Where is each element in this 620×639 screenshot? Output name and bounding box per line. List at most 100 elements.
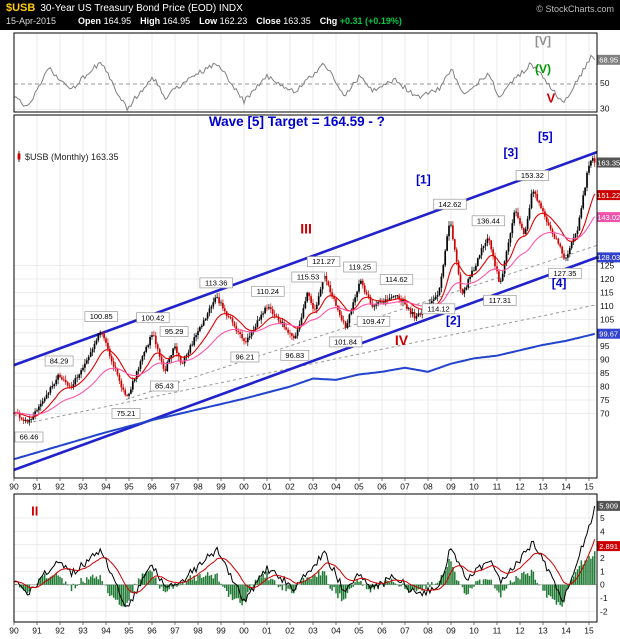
svg-text:153.32: 153.32: [521, 171, 544, 180]
open-label: Open: [78, 16, 102, 26]
axis-value-box: [597, 328, 620, 339]
oscillator-line: [13, 54, 596, 112]
candlestick-icon-body: [17, 153, 21, 160]
x-axis: 90 90 91 91 92 92 93 93 94 94 95 95 96 96 97 97 98 98 99 99…: [9, 478, 594, 636]
callout-box: [251, 285, 285, 297]
svg-text:93: 93: [78, 482, 88, 492]
svg-text:06: 06: [377, 626, 387, 636]
svg-text:00: 00: [239, 626, 249, 636]
lower-channel-line: [13, 256, 598, 472]
svg-text:95: 95: [124, 482, 134, 492]
macd-histogram: [15, 551, 596, 607]
svg-text:08: 08: [423, 626, 433, 636]
svg-text:V: V: [547, 90, 556, 105]
svg-text:5: 5: [600, 513, 605, 523]
svg-text:IV: IV: [395, 332, 409, 348]
svg-text:75.21: 75.21: [117, 409, 136, 418]
svg-text:91: 91: [32, 626, 42, 636]
svg-text:07: 07: [400, 626, 410, 636]
svg-text:125: 125: [600, 261, 614, 271]
low-label: Low: [199, 16, 218, 26]
svg-text:13: 13: [538, 626, 548, 636]
svg-text:97: 97: [170, 482, 180, 492]
svg-text:-1: -1: [600, 593, 608, 603]
svg-text:92: 92: [55, 482, 65, 492]
svg-text:91: 91: [32, 482, 42, 492]
callout-box: [515, 170, 550, 181]
svg-text:90: 90: [9, 626, 19, 636]
svg-text:00: 00: [239, 482, 249, 492]
svg-text:03: 03: [308, 482, 318, 492]
high-label: High: [140, 16, 161, 26]
callout-box: [421, 303, 456, 315]
svg-text:10: 10: [469, 482, 479, 492]
axis-value-box: [597, 252, 620, 263]
svg-text:99.67: 99.67: [599, 330, 618, 339]
svg-text:08: 08: [423, 482, 433, 492]
stockcharts-link[interactable]: © StockCharts.com: [536, 4, 614, 14]
upper-channel-line: [13, 150, 598, 367]
svg-text:07: 07: [400, 482, 410, 492]
callout-box: [199, 277, 233, 289]
svg-text:142.62: 142.62: [439, 200, 462, 209]
svg-text:14: 14: [561, 482, 571, 492]
callout-box: [111, 408, 141, 419]
wave-annotations: Wave [5] Target = 164.59 - ? [5] [3] [1] [2]…: [31, 34, 566, 518]
ticker-symbol: $USB: [6, 2, 36, 14]
macd-line: [13, 505, 596, 608]
svg-text:109.47: 109.47: [362, 317, 385, 326]
svg-text:06: 06: [377, 482, 387, 492]
signal-line: [13, 539, 596, 594]
price-panel-border: [13, 114, 598, 479]
svg-text:110: 110: [600, 301, 614, 311]
callout-box: [471, 215, 506, 227]
svg-text:[4]: [4]: [552, 276, 567, 290]
callout-box: [483, 294, 517, 306]
axis-value-box: [597, 541, 620, 552]
y-axis: 125120115110105100959085807570543210-1-2…: [597, 54, 620, 616]
svg-text:98: 98: [193, 626, 203, 636]
svg-text:02: 02: [285, 482, 295, 492]
low-value: 162.23: [219, 16, 248, 26]
svg-text:80: 80: [600, 382, 610, 392]
axis-value-box: [597, 54, 620, 65]
svg-text:11: 11: [493, 626, 502, 636]
change-value: +0.31 (+0.19%): [339, 16, 402, 26]
svg-text:[2]: [2]: [446, 314, 461, 328]
svg-text:151.22: 151.22: [597, 191, 620, 200]
svg-text:01: 01: [262, 626, 272, 636]
axis-value-box: [597, 500, 620, 511]
callout-box: [150, 380, 179, 392]
svg-text:94: 94: [101, 482, 111, 492]
svg-text:03: 03: [308, 626, 318, 636]
svg-text:85.43: 85.43: [155, 382, 174, 391]
svg-text:96.21: 96.21: [236, 353, 255, 362]
macd-panel-border: [13, 493, 598, 623]
svg-text:10: 10: [469, 626, 479, 636]
svg-text:[V]: [V]: [535, 34, 551, 48]
svg-text:Wave [5] Target = 164.59 - ?: Wave [5] Target = 164.59 - ?: [209, 114, 385, 129]
svg-text:12: 12: [515, 626, 525, 636]
callout-box: [136, 312, 170, 324]
svg-text:2.891: 2.891: [599, 542, 618, 551]
svg-text:95.29: 95.29: [165, 327, 184, 336]
svg-text:-2: -2: [600, 606, 608, 616]
svg-text:4: 4: [600, 526, 605, 536]
svg-text:113.36: 113.36: [205, 279, 227, 288]
svg-text:100.85: 100.85: [90, 312, 113, 321]
svg-text:95: 95: [600, 341, 610, 351]
callout-box: [159, 326, 189, 337]
svg-text:101.84: 101.84: [334, 338, 357, 347]
chart-title: 30-Year US Treasury Bond Price (EOD) IND…: [40, 3, 243, 14]
svg-text:127.35: 127.35: [554, 269, 577, 278]
svg-text:50: 50: [600, 78, 610, 88]
macd-lines: [13, 505, 596, 608]
svg-text:136.44: 136.44: [477, 216, 500, 225]
svg-text:97: 97: [170, 626, 180, 636]
svg-text:(V): (V): [535, 62, 551, 76]
series-label: $USB (Monthly) 163.35: [17, 151, 119, 162]
chg-label: Chg: [319, 16, 338, 26]
svg-text:92: 92: [55, 626, 65, 636]
close-label: Close: [256, 16, 281, 26]
